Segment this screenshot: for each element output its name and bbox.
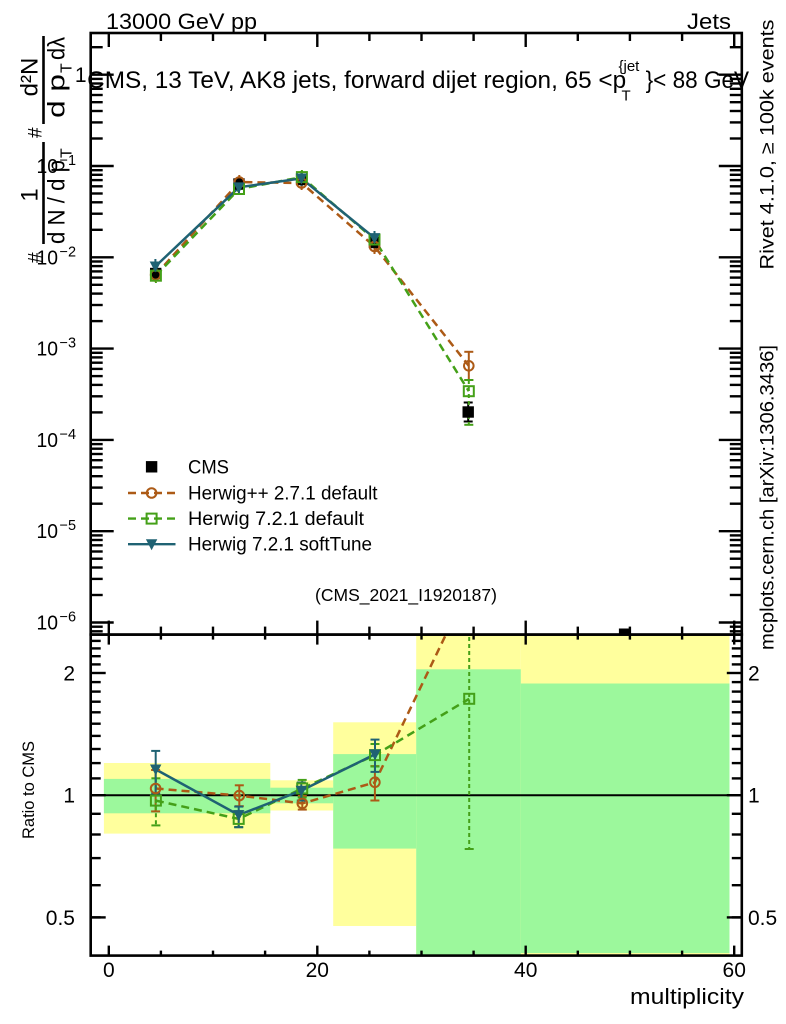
svg-text:−3: −3 xyxy=(60,336,77,352)
svg-text:10: 10 xyxy=(37,521,59,543)
svg-text:CMS: CMS xyxy=(188,457,229,478)
svg-text:10: 10 xyxy=(37,339,59,361)
svg-text:0.5: 0.5 xyxy=(46,907,75,930)
svg-text:60: 60 xyxy=(723,959,746,982)
svg-text:13000 GeV pp: 13000 GeV pp xyxy=(106,9,257,34)
svg-text:#: # xyxy=(26,127,47,138)
svg-text:T: T xyxy=(59,148,76,158)
svg-text:−2: −2 xyxy=(60,244,77,260)
svg-text:10: 10 xyxy=(37,156,59,178)
svg-text:0.5: 0.5 xyxy=(748,907,777,930)
svg-text:−6: −6 xyxy=(60,610,77,626)
svg-text:d p: d p xyxy=(44,74,71,118)
svg-text:d²N: d²N xyxy=(17,58,44,97)
svg-text:2: 2 xyxy=(748,663,760,686)
svg-text:20: 20 xyxy=(306,959,329,982)
svg-text:CMS, 13 TeV, AK8 jets, forward: CMS, 13 TeV, AK8 jets, forward dijet reg… xyxy=(87,67,626,94)
svg-text:Ratio to CMS: Ratio to CMS xyxy=(20,741,38,839)
svg-text:0: 0 xyxy=(103,959,115,982)
svg-text:10: 10 xyxy=(37,430,59,452)
svg-text:d N / d p: d N / d p xyxy=(44,160,71,244)
svg-text:Herwig++ 2.7.1 default: Herwig++ 2.7.1 default xyxy=(188,484,378,505)
svg-text:10: 10 xyxy=(37,247,59,269)
svg-text:}< 88 GeV: }< 88 GeV xyxy=(646,67,750,94)
svg-text:10: 10 xyxy=(37,613,59,635)
svg-text:2: 2 xyxy=(63,663,75,686)
svg-text:Herwig 7.2.1 softTune: Herwig 7.2.1 softTune xyxy=(188,535,372,556)
svg-text:mcplots.cern.ch [arXiv:1306.34: mcplots.cern.ch [arXiv:1306.3436] xyxy=(758,345,779,650)
svg-text:T: T xyxy=(59,63,76,73)
svg-text:{jet: {jet xyxy=(619,58,641,75)
svg-text:multiplicity: multiplicity xyxy=(630,984,744,1009)
svg-text:Jets: Jets xyxy=(687,9,731,34)
svg-text:dλ: dλ xyxy=(44,37,71,60)
svg-text:Herwig 7.2.1 default: Herwig 7.2.1 default xyxy=(188,509,365,530)
svg-text:−4: −4 xyxy=(60,427,77,443)
svg-text:1: 1 xyxy=(63,785,75,808)
svg-text:Rivet 4.1.0, ≥ 100k events: Rivet 4.1.0, ≥ 100k events xyxy=(758,19,779,269)
svg-text:T: T xyxy=(622,88,631,105)
svg-text:1: 1 xyxy=(17,188,44,201)
svg-text:1: 1 xyxy=(748,785,760,808)
svg-text:−5: −5 xyxy=(60,518,77,534)
svg-text:#: # xyxy=(26,252,47,263)
svg-text:1: 1 xyxy=(75,64,87,87)
svg-text:−1: −1 xyxy=(60,153,77,169)
svg-text:(CMS_2021_I1920187): (CMS_2021_I1920187) xyxy=(315,585,497,606)
svg-text:40: 40 xyxy=(514,959,537,982)
